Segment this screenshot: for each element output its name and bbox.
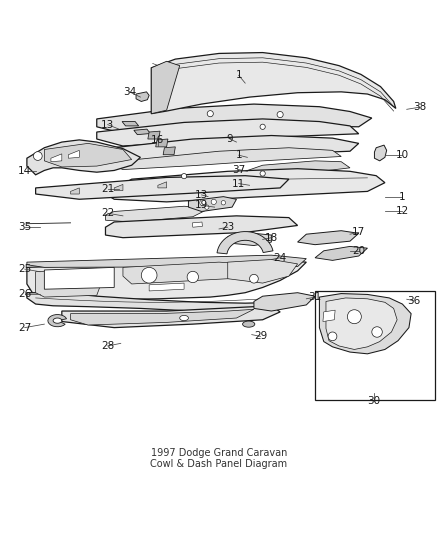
Text: 9: 9 [226,134,233,144]
Text: 18: 18 [265,233,278,243]
Text: 38: 38 [413,102,427,112]
Polygon shape [151,61,180,114]
Text: 20: 20 [352,246,365,256]
Polygon shape [297,231,359,245]
Polygon shape [148,131,160,139]
Text: 14: 14 [18,166,32,176]
Text: 13: 13 [101,119,114,130]
Bar [315,290,435,400]
Polygon shape [71,188,79,194]
Circle shape [187,271,198,282]
Polygon shape [35,176,289,199]
Circle shape [347,310,361,324]
Circle shape [221,200,226,205]
Polygon shape [44,268,114,289]
Polygon shape [27,255,306,268]
Text: 25: 25 [18,264,32,274]
Text: 27: 27 [18,322,32,333]
Polygon shape [163,147,175,155]
Circle shape [260,171,265,176]
Text: 11: 11 [232,179,245,189]
Text: 21: 21 [101,184,114,194]
Ellipse shape [243,321,255,327]
Text: 1: 1 [235,150,242,160]
Text: 35: 35 [18,222,32,232]
Polygon shape [114,148,341,169]
Polygon shape [97,104,372,135]
Polygon shape [254,293,315,311]
Polygon shape [319,294,411,354]
Polygon shape [228,260,297,283]
Text: 1997 Dodge Grand Caravan
Cowl & Dash Panel Diagram: 1997 Dodge Grand Caravan Cowl & Dash Pan… [150,448,288,470]
Polygon shape [188,197,237,212]
Text: 16: 16 [151,135,165,145]
Polygon shape [27,140,141,175]
Polygon shape [97,135,359,161]
Circle shape [260,124,265,130]
Circle shape [33,152,42,160]
Text: 1: 1 [399,192,406,201]
Polygon shape [35,268,106,297]
Text: 23: 23 [221,222,234,232]
Polygon shape [123,262,254,284]
Circle shape [200,200,206,206]
Circle shape [205,205,209,209]
Circle shape [207,111,213,117]
Text: 13: 13 [195,190,208,200]
Text: 28: 28 [101,341,114,351]
Polygon shape [326,298,397,350]
Polygon shape [217,232,273,254]
Text: 31: 31 [308,292,321,302]
Polygon shape [44,143,132,167]
Polygon shape [149,283,184,291]
Bar [192,222,202,227]
Polygon shape [106,206,210,222]
Text: 30: 30 [367,396,381,406]
Polygon shape [68,150,79,158]
Circle shape [181,174,187,179]
Polygon shape [48,314,67,327]
Polygon shape [51,154,62,161]
Polygon shape [228,233,272,246]
Polygon shape [134,129,150,135]
Polygon shape [136,92,149,101]
Polygon shape [114,184,123,190]
Polygon shape [97,119,359,146]
Text: 24: 24 [273,253,287,263]
Text: 26: 26 [18,289,32,300]
Text: 12: 12 [396,206,409,216]
Text: 22: 22 [101,208,114,218]
Circle shape [328,332,337,341]
Text: 1: 1 [235,70,242,80]
Polygon shape [245,161,350,176]
Circle shape [211,199,216,205]
Polygon shape [27,293,297,311]
Polygon shape [106,216,297,238]
Polygon shape [151,53,396,114]
Circle shape [250,274,258,283]
Text: 29: 29 [254,332,267,341]
Polygon shape [315,246,367,261]
Text: 37: 37 [232,165,245,175]
Polygon shape [122,122,139,126]
Polygon shape [27,260,306,300]
Polygon shape [62,306,280,328]
Circle shape [141,268,157,283]
Polygon shape [155,139,168,147]
Polygon shape [106,169,385,202]
Text: 17: 17 [352,228,365,237]
Polygon shape [323,310,335,321]
Text: 10: 10 [396,150,409,160]
Text: 36: 36 [406,296,420,305]
Polygon shape [374,145,387,161]
Circle shape [277,111,283,118]
Text: 34: 34 [123,87,136,97]
Polygon shape [71,309,254,325]
Text: 19: 19 [195,200,208,211]
Ellipse shape [180,316,188,321]
Polygon shape [158,182,166,188]
Circle shape [372,327,382,337]
